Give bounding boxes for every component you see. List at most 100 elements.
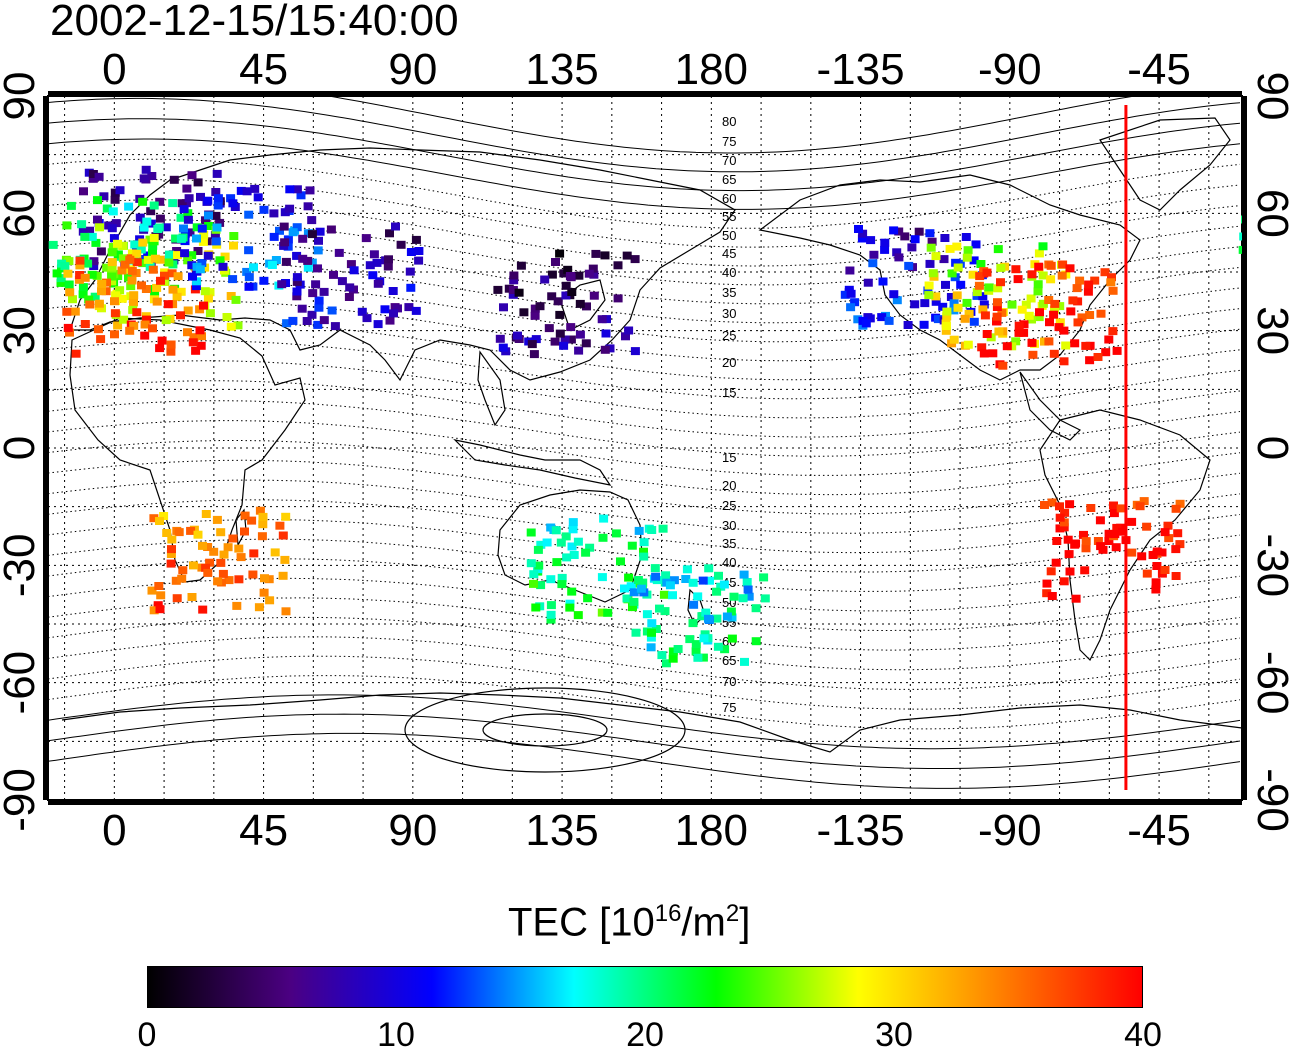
tec-cell: [1065, 500, 1075, 509]
tec-cell: [129, 291, 139, 300]
tec-cell: [698, 576, 708, 585]
tec-cell: [143, 251, 153, 260]
tec-cell: [177, 199, 187, 208]
maglat-contour: [48, 713, 1241, 769]
tec-cell: [597, 573, 607, 582]
tec-cell: [242, 267, 252, 276]
tec-cell: [668, 591, 677, 600]
tec-cell: [742, 578, 752, 586]
tec-cell: [1068, 296, 1078, 305]
tec-cell: [573, 611, 583, 620]
bottom-lon-label: -90: [978, 806, 1042, 855]
tec-cell: [660, 607, 670, 616]
maglat-contour: [48, 538, 1241, 592]
tec-cell: [139, 223, 149, 232]
tec-cell: [368, 271, 378, 280]
tec-cell: [215, 218, 225, 227]
maglat-label: 65: [722, 653, 736, 668]
right-lat-label: 60: [1248, 189, 1292, 238]
tec-cell: [48, 240, 58, 249]
tec-cell: [669, 576, 679, 585]
tec-cell: [751, 604, 761, 613]
tec-cell: [345, 283, 355, 292]
tec-cell: [349, 266, 359, 275]
tec-cell: [148, 324, 157, 333]
tec-cell: [264, 575, 274, 584]
tec-cell: [1164, 534, 1174, 543]
tec-cell: [283, 242, 293, 251]
tec-cell: [406, 248, 416, 256]
tec-cell: [107, 258, 117, 267]
tec-cell: [236, 553, 246, 562]
top-lon-label: 0: [102, 45, 126, 94]
tec-cell: [704, 564, 714, 573]
magnetic-latitude-contours: 8075706560555045403530252015152025303540…: [48, 96, 1241, 789]
tec-cell: [85, 226, 95, 235]
tec-cell: [661, 659, 671, 668]
tec-cell: [1160, 566, 1170, 574]
tec-cell: [75, 271, 85, 279]
tec-cell: [1066, 307, 1076, 316]
tec-cell: [1054, 323, 1064, 332]
tec-cell: [147, 172, 157, 180]
tec-cell: [659, 590, 669, 599]
tec-cell: [1058, 260, 1068, 269]
tec-cell: [665, 581, 675, 590]
tec-cell: [1061, 341, 1071, 350]
tec-cell: [176, 311, 185, 320]
tec-cell: [884, 316, 894, 325]
tec-cell: [963, 246, 973, 255]
tec-cell: [1046, 261, 1056, 270]
tec-cell: [411, 235, 421, 244]
colorbar-title-close: ]: [739, 900, 751, 945]
tec-cell: [1104, 537, 1114, 545]
tec-cell: [218, 262, 228, 271]
tec-cell: [1077, 313, 1087, 322]
maglat-contour: [48, 320, 1241, 381]
tec-cell: [166, 559, 176, 568]
tec-cell: [975, 272, 985, 281]
tec-cell: [969, 256, 979, 265]
tec-cell: [647, 628, 656, 637]
tec-cell: [187, 261, 197, 270]
tec-cell: [319, 316, 329, 325]
maglat-contour: [48, 694, 1241, 750]
tec-cell: [334, 248, 344, 257]
tec-cell: [1108, 286, 1118, 295]
tec-cell: [729, 592, 739, 601]
tec-cell: [647, 619, 657, 628]
tec-cell: [1112, 523, 1122, 532]
tec-cell: [211, 237, 221, 246]
tec-cell: [156, 591, 166, 600]
tec-cell: [628, 603, 637, 612]
tec-cell: [1175, 540, 1185, 549]
tec-cell: [1241, 215, 1242, 224]
tec-cell: [204, 211, 213, 220]
tec-cell: [248, 570, 258, 579]
tec-cell: [197, 259, 207, 267]
tec-cell: [236, 186, 246, 195]
tec-cell: [720, 645, 730, 654]
tec-cell: [951, 258, 961, 267]
tec-cell: [373, 320, 383, 329]
tec-cell: [551, 258, 560, 266]
tec-cell: [1101, 348, 1111, 357]
tec-cell: [250, 184, 260, 193]
tec-cell: [1100, 268, 1110, 277]
tec-cell: [213, 201, 223, 210]
tec-cell: [547, 270, 557, 279]
tec-cell: [307, 216, 317, 225]
tec-cell: [655, 604, 664, 613]
tec-cell: [173, 251, 182, 260]
tec-cell: [953, 303, 963, 312]
tec-cell: [216, 558, 226, 567]
tec-cell: [969, 317, 979, 326]
tec-cell: [982, 268, 992, 277]
tec-cell: [115, 186, 125, 195]
tec-cell: [880, 245, 890, 254]
tec-cell: [693, 592, 703, 601]
tec-cell: [845, 266, 855, 275]
tec-cell: [997, 308, 1007, 317]
tec-cell: [1171, 572, 1181, 580]
